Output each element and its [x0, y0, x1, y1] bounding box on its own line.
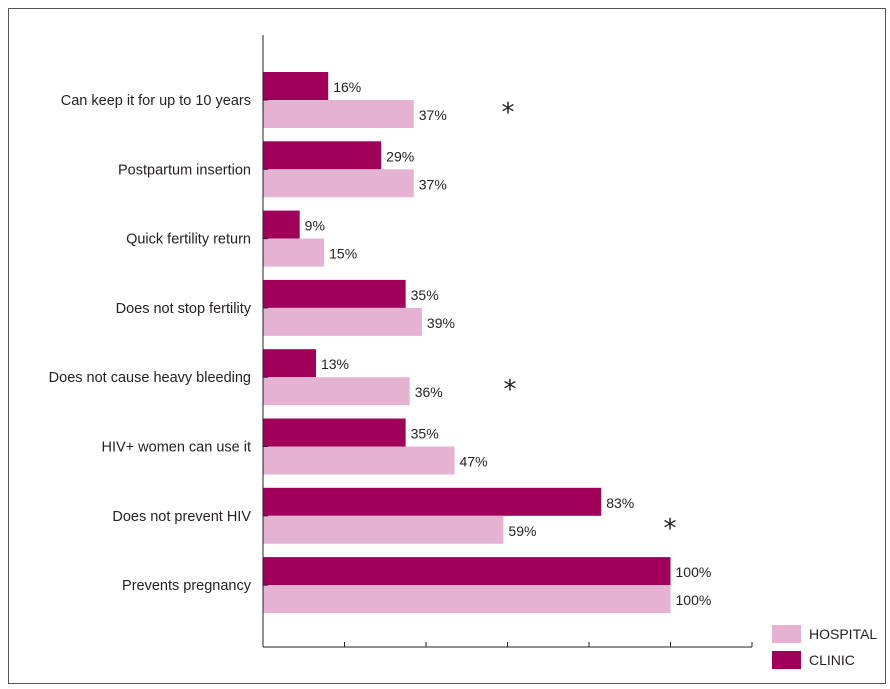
category-label: Does not stop fertility	[116, 301, 252, 317]
value-label-hospital: 47%	[460, 454, 488, 470]
bar-clinic-6	[263, 487, 602, 516]
legend: HOSPITAL CLINIC	[772, 625, 877, 669]
value-label-clinic: 83%	[606, 495, 634, 511]
bar-hospital-4	[263, 377, 410, 406]
category-label: Prevents pregnancy	[122, 578, 252, 594]
value-label-clinic: 100%	[676, 564, 712, 580]
value-label-clinic: 9%	[305, 218, 325, 234]
legend-swatch-hospital	[772, 625, 801, 643]
value-label-hospital: 100%	[676, 592, 712, 608]
value-label-hospital: 39%	[427, 315, 455, 331]
bar-hospital-6	[263, 515, 504, 544]
bar-clinic-7	[263, 557, 671, 586]
bar-clinic-3	[263, 279, 406, 308]
bar-clinic-0	[263, 72, 329, 100]
category-label: HIV+ women can use it	[101, 440, 251, 456]
significance-marker: *	[502, 98, 515, 128]
category-label: Quick fertility return	[126, 232, 251, 248]
value-label-clinic: 29%	[386, 148, 414, 164]
value-label-clinic: 13%	[321, 356, 349, 372]
legend-label-hospital: HOSPITAL	[809, 626, 877, 642]
bar-clinic-4	[263, 349, 316, 378]
axis-layer	[262, 35, 753, 648]
value-label-hospital: 36%	[415, 384, 443, 400]
bar-hospital-7	[263, 585, 671, 614]
category-label: Can keep it for up to 10 years	[61, 93, 251, 109]
bar-clinic-2	[263, 210, 300, 239]
legend-swatch-clinic	[772, 651, 801, 669]
value-label-hospital: 37%	[419, 176, 447, 192]
bar-clinic-5	[263, 418, 406, 447]
bar-hospital-5	[263, 446, 455, 475]
bar-clinic-1	[263, 141, 382, 170]
value-label-hospital: 59%	[508, 523, 536, 539]
category-label: Postpartum insertion	[118, 162, 251, 178]
value-label-hospital: 15%	[329, 246, 357, 262]
significance-marker: *	[664, 514, 677, 544]
bar-hospital-0	[263, 100, 414, 128]
significance-marker: *	[504, 375, 517, 405]
labels-layer: Can keep it for up to 10 years 16% 37% Post…	[49, 79, 712, 608]
value-label-clinic: 16%	[333, 79, 361, 95]
legend-label-clinic: CLINIC	[809, 652, 855, 668]
bar-hospital-2	[263, 238, 325, 267]
bar-hospital-3	[263, 307, 422, 336]
value-label-hospital: 37%	[419, 107, 447, 123]
value-label-clinic: 35%	[411, 426, 439, 442]
category-label: Does not cause heavy bleeding	[49, 370, 251, 386]
bars-layer	[263, 72, 671, 614]
value-label-clinic: 35%	[411, 287, 439, 303]
category-label: Does not prevent HIV	[112, 509, 251, 525]
bar-hospital-1	[263, 169, 414, 198]
